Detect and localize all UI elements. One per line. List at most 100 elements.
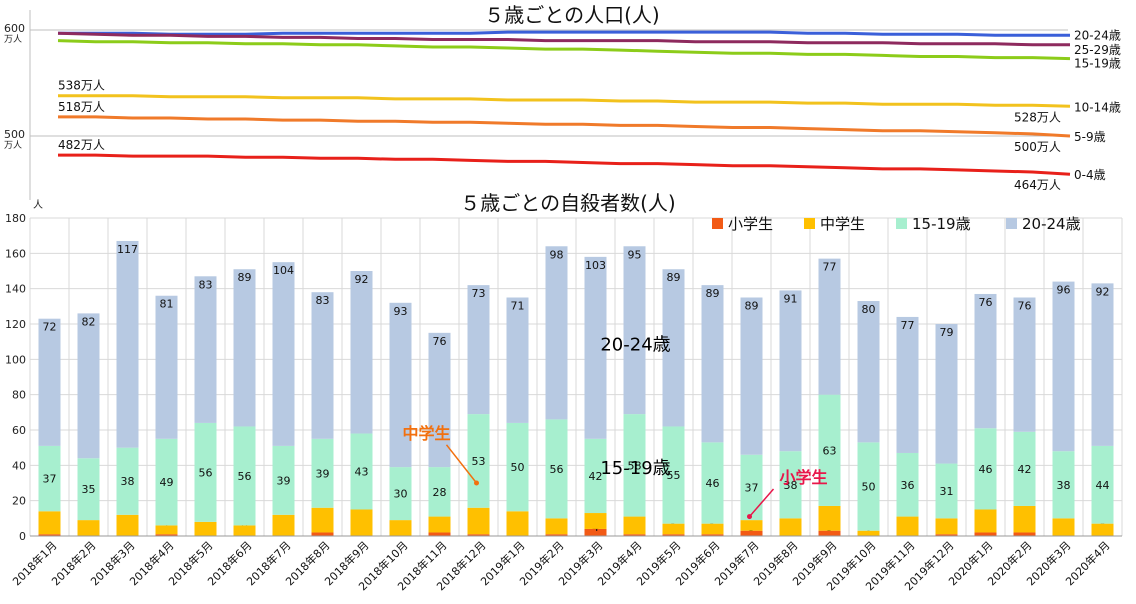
bar-segment-20-24歳 — [389, 302, 412, 468]
bar-segment-20-24歳 — [272, 262, 295, 446]
bar-value-label-20-24歳: 76 — [1018, 300, 1032, 313]
bar-value-label-20-24歳: 81 — [160, 298, 174, 311]
bar-ytick-label: 80 — [12, 389, 26, 402]
bar-segment-20-24歳 — [545, 246, 568, 420]
bar-segment-15-19歳 — [896, 452, 919, 517]
bar-segment-小学生 — [701, 534, 724, 536]
bar-segment-中学生 — [1013, 505, 1036, 533]
bar-segment-中学生 — [38, 511, 61, 535]
bar-segment-20-24歳 — [584, 256, 607, 439]
bar-value-label-15-19歳: 56 — [199, 466, 213, 479]
bar-segment-小学生 — [155, 534, 178, 536]
bar-segment-中学生 — [701, 523, 724, 535]
pop-value-label: 500万人 — [1014, 140, 1061, 154]
bar-value-label-15-19歳: 46 — [706, 477, 720, 490]
bar-segment-20-24歳 — [1013, 297, 1036, 432]
bar-segment-15-19歳 — [701, 442, 724, 524]
bar-value-label-15-19歳: 42 — [1018, 463, 1032, 476]
bar-value-label-15-19歳: 39 — [316, 467, 330, 480]
bar-segment-20-24歳 — [818, 258, 841, 395]
bar-value-label-15-19歳: 49 — [160, 476, 174, 489]
bar-value-label-20-24歳: 89 — [706, 287, 720, 300]
pop-line-20-24歳 — [58, 30, 1070, 37]
bar-value-label-15-19歳: 50 — [511, 461, 525, 474]
bar-value-label-20-24歳: 98 — [550, 248, 564, 261]
bar-chart-title: ５歳ごとの自殺者数(人) — [460, 191, 675, 215]
bar-segment-小学生 — [974, 532, 997, 536]
bar-segment-小学生 — [623, 534, 646, 536]
bar-value-label-20-24歳: 117 — [117, 243, 138, 256]
bar-segment-20-24歳 — [623, 246, 646, 415]
bar-value-label-15-19歳: 43 — [355, 466, 369, 479]
bar-segment-中学生 — [467, 507, 490, 535]
bar-segment-中学生 — [1052, 518, 1075, 536]
bar-ytick-label: 20 — [12, 495, 26, 508]
bar-value-label-15-19歳: 35 — [82, 483, 96, 496]
bar-value-label-20-24歳: 72 — [43, 321, 57, 334]
bar-segment-小学生 — [428, 532, 451, 536]
bar-segment-20-24歳 — [350, 271, 373, 434]
bar-value-label-15-19歳: 53 — [472, 455, 486, 468]
bar-segment-15-19歳 — [428, 467, 451, 517]
bar-value-label-20-24歳: 76 — [433, 335, 447, 348]
bar-segment-15-19歳 — [272, 445, 295, 515]
bar-value-label-20-24歳: 92 — [355, 273, 369, 286]
bar-segment-小学生 — [740, 530, 763, 536]
pop-yaxis-unit-label: 人 — [33, 199, 43, 211]
bar-segment-20-24歳 — [428, 332, 451, 468]
bar-value-label-20-24歳: 82 — [82, 315, 96, 328]
bar-segment-中学生 — [350, 509, 373, 536]
annotation-arrowhead-中学生 — [474, 480, 479, 486]
bar-value-label-20-24歳: 83 — [316, 294, 330, 307]
bar-value-label-15-19歳: 44 — [1096, 479, 1110, 492]
bar-segment-15-19歳 — [662, 426, 685, 524]
annotation-15-19歳: 15-19歳 — [600, 458, 670, 479]
bar-segment-中学生 — [974, 509, 997, 533]
bar-value-label-15-19歳: 31 — [940, 485, 954, 498]
bar-value-label-15-19歳: 56 — [238, 470, 252, 483]
annotation-中学生: 中学生 — [402, 424, 450, 443]
bar-segment-中学生 — [272, 514, 295, 536]
bar-segment-小学生 — [38, 534, 61, 536]
bar-ytick-label: 60 — [12, 424, 26, 437]
annotation-arrow-中学生 — [445, 444, 478, 484]
pop-ytick-unit: 万人 — [4, 140, 22, 151]
pop-line-15-19歳 — [57, 39, 1071, 61]
bar-value-label-15-19歳: 39 — [277, 474, 291, 487]
bar-segment-小学生 — [662, 534, 685, 536]
bar-segment-中学生 — [584, 513, 607, 529]
bar-value-label-20-24歳: 89 — [667, 271, 681, 284]
bar-segment-中学生 — [857, 530, 880, 536]
bar-segment-15-19歳 — [1013, 431, 1036, 506]
bar-value-label-15-19歳: 28 — [433, 486, 447, 499]
bar-ytick-label: 160 — [5, 247, 26, 260]
bar-value-label-20-24歳: 92 — [1096, 285, 1110, 298]
bar-segment-15-19歳 — [857, 442, 880, 531]
bar-segment-20-24歳 — [701, 285, 724, 443]
legend-label-小学生: 小学生 — [728, 215, 773, 233]
bar-segment-小学生 — [818, 530, 841, 536]
legend-swatch-20-24歳 — [1006, 218, 1017, 229]
bar-value-label-20-24歳: 89 — [238, 271, 252, 284]
legend-swatch-小学生 — [712, 218, 723, 229]
pop-line-0-4歳 — [58, 153, 1071, 176]
bar-value-label-15-19歳: 36 — [901, 479, 915, 492]
legend-label-中学生: 中学生 — [820, 215, 865, 233]
bar-segment-小学生 — [1013, 532, 1036, 536]
bar-value-label-20-24歳: 104 — [273, 264, 294, 277]
pop-series-label-5-9歳: 5-9歳 — [1074, 130, 1106, 144]
bar-value-label-15-19歳: 50 — [862, 481, 876, 494]
bar-segment-15-19歳 — [155, 438, 178, 526]
bar-segment-中学生 — [779, 518, 802, 536]
legend-swatch-15-19歳 — [896, 218, 907, 229]
bar-segment-15-19歳 — [584, 438, 607, 514]
bar-value-label-20-24歳: 91 — [784, 292, 798, 305]
bar-segment-15-19歳 — [935, 463, 958, 519]
bar-ytick-label: 120 — [5, 318, 26, 331]
bar-segment-15-19歳 — [38, 445, 61, 512]
bar-ytick-label: 40 — [12, 459, 26, 472]
bar-value-label-15-19歳: 63 — [823, 444, 837, 457]
bar-segment-15-19歳 — [233, 426, 256, 526]
pop-value-label: 464万人 — [1014, 178, 1061, 192]
